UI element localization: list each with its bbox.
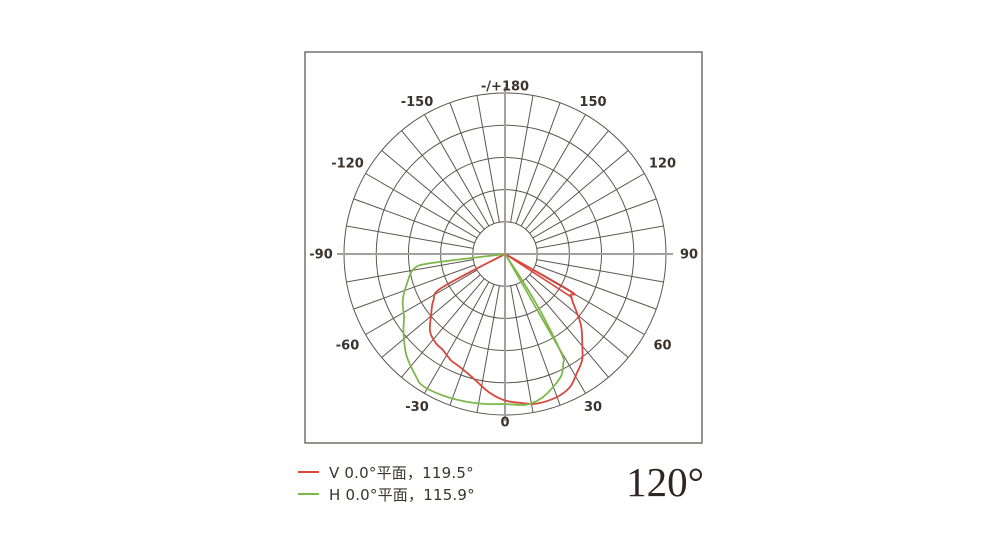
grid-spoke bbox=[365, 173, 478, 239]
grid-spoke bbox=[353, 198, 475, 244]
angle-label: -30 bbox=[405, 400, 429, 415]
grid-spoke bbox=[401, 130, 485, 230]
legend-item-v-plane: V 0.0°平面，119.5° bbox=[298, 461, 475, 483]
angle-labels: -/+180 150 120 90 60 30 0 -30 -60 -90 -120 -150 bbox=[309, 80, 698, 431]
grid-spoke bbox=[536, 259, 664, 283]
v-plane-swatch bbox=[298, 471, 319, 473]
grid-spoke bbox=[525, 130, 609, 230]
grid-spoke bbox=[401, 278, 485, 378]
angle-label: -120 bbox=[331, 157, 364, 172]
h-plane-swatch bbox=[298, 493, 319, 495]
grid-spoke bbox=[510, 95, 534, 223]
grid-spoke bbox=[535, 264, 657, 310]
angle-label: -60 bbox=[336, 338, 360, 353]
angle-label: 60 bbox=[653, 338, 671, 353]
angle-label: -/+180 bbox=[481, 80, 529, 95]
grid-spoke bbox=[365, 269, 478, 335]
legend-item-h-plane: H 0.0°平面，115.9° bbox=[298, 483, 475, 505]
grid-spoke bbox=[346, 259, 474, 283]
grid-spoke bbox=[381, 150, 481, 234]
beam-angle-title: 120° bbox=[626, 459, 704, 505]
grid-spoke bbox=[515, 284, 561, 406]
grid-spoke bbox=[449, 284, 495, 406]
grid-spoke bbox=[535, 198, 657, 244]
h-plane-curve bbox=[401, 253, 565, 406]
angle-label: 90 bbox=[680, 248, 698, 263]
legend: V 0.0°平面，119.5° H 0.0°平面，115.9° bbox=[298, 461, 475, 505]
angle-label: -90 bbox=[309, 248, 333, 263]
grid-spoke bbox=[476, 95, 500, 223]
grid-spoke bbox=[536, 225, 664, 249]
grid-spoke bbox=[424, 281, 490, 394]
angle-label: 30 bbox=[584, 400, 602, 415]
grid-spoke bbox=[525, 278, 609, 378]
grid-spoke bbox=[510, 285, 534, 413]
v-plane-cutoff-line bbox=[505, 254, 573, 299]
angle-label: 120 bbox=[649, 157, 676, 172]
v-plane-label: V 0.0°平面，119.5° bbox=[329, 463, 474, 482]
chart-border bbox=[304, 51, 703, 444]
angle-label: 0 bbox=[500, 416, 509, 431]
grid-spoke bbox=[532, 173, 645, 239]
h-plane-cutoff-line bbox=[505, 254, 565, 357]
grid-spoke bbox=[520, 114, 586, 227]
grid-spoke bbox=[353, 264, 475, 310]
grid-spoke bbox=[476, 285, 500, 413]
grid-spoke bbox=[529, 150, 629, 234]
h-plane-label: H 0.0°平面，115.9° bbox=[329, 485, 475, 504]
grid-spoke bbox=[424, 114, 490, 227]
angle-label: 150 bbox=[579, 95, 606, 110]
grid-spoke bbox=[449, 102, 495, 224]
angle-label: -150 bbox=[401, 95, 434, 110]
v-plane-curve bbox=[428, 253, 584, 405]
grid-spoke bbox=[346, 225, 474, 249]
grid-spoke bbox=[515, 102, 561, 224]
